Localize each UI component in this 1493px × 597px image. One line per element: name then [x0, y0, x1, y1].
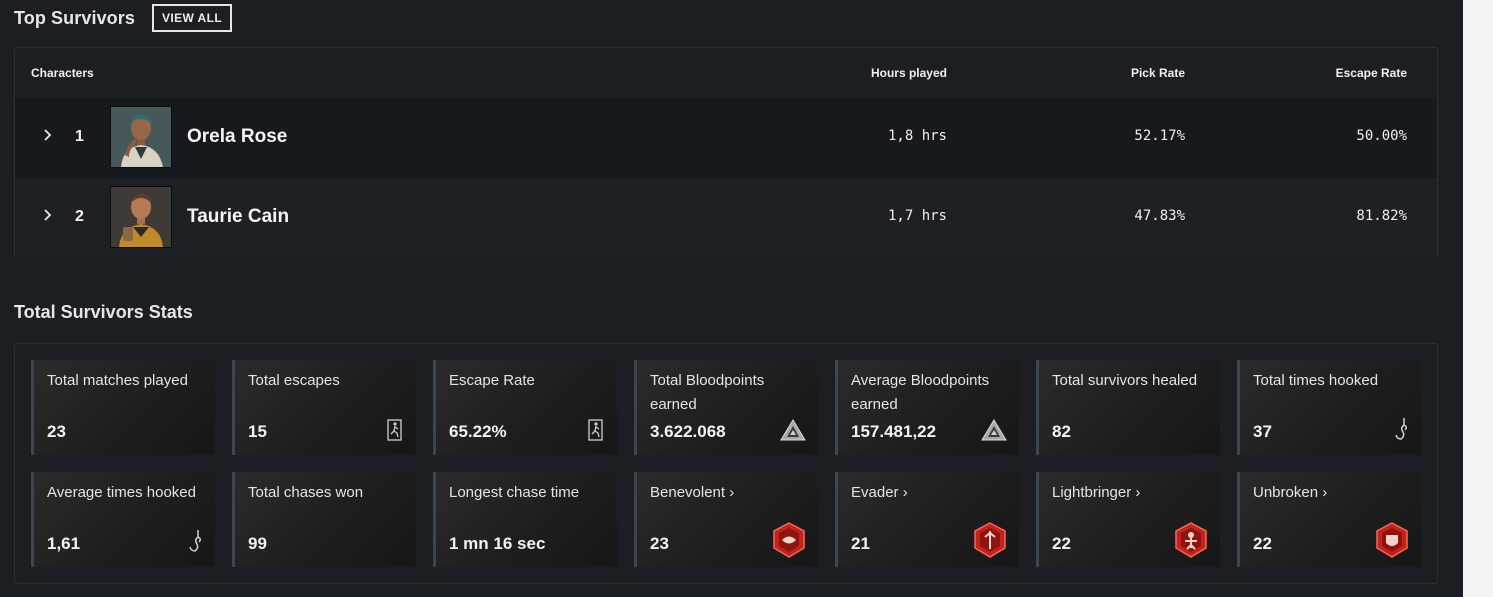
page: Top Survivors VIEW ALL Characters Hours … [14, 4, 1438, 584]
stat-value: 3.622.068 [650, 422, 726, 441]
evader-emblem-icon [974, 522, 1006, 558]
stat-value: 21 [851, 534, 870, 553]
hours-played-value: 1,7 hrs [887, 208, 947, 224]
stat-label: Total times hooked [1253, 372, 1379, 389]
escape-rate-value: 81.82% [1356, 208, 1407, 224]
row-rank: 2 [75, 208, 84, 225]
stat-label: Total escapes [248, 372, 340, 389]
stat-link-label[interactable]: Lightbringer › [1052, 484, 1141, 501]
exit-door-icon [588, 419, 603, 441]
bloodpoints-icon [981, 419, 1007, 441]
stat-link-label[interactable]: Benevolent › [650, 484, 735, 501]
stat-value: 1 mn 16 sec [449, 534, 546, 553]
top-survivors-table: Characters Hours played Pick Rate Escape… [14, 47, 1438, 258]
stats-grid: Total matches played 23 Total escapes 15… [14, 343, 1438, 584]
stat-card-benevolent[interactable]: Benevolent › 23 [634, 472, 818, 567]
stat-card-escape-rate: Escape Rate 65.22% [433, 360, 617, 455]
stat-value: 23 [650, 534, 669, 553]
taurie-cain-portrait [110, 186, 172, 248]
stat-card-total-bloodpoints: Total Bloodpoints earned 3.622.068 [634, 360, 818, 455]
lightbringer-emblem-icon [1175, 522, 1207, 558]
stat-card-average-bloodpoints: Average Bloodpoints earned 157.481,22 [835, 360, 1019, 455]
stat-label: Average Bloodpoints earned [851, 372, 990, 413]
stat-value: 1,61 [47, 534, 81, 553]
stat-label: Total chases won [248, 484, 364, 501]
total-survivors-stats-title: Total Survivors Stats [14, 302, 193, 322]
stat-value: 82 [1052, 422, 1071, 441]
stat-label: Total matches played [47, 372, 188, 389]
orela-rose-portrait [110, 106, 172, 168]
hook-icon [1395, 418, 1408, 440]
column-header-hours-played[interactable]: Hours played [870, 66, 947, 80]
table-header: Characters Hours played Pick Rate Escape… [15, 48, 1437, 98]
table-row[interactable]: 1 Orela Rose 1,8 hrs 52.17% 50.00% [15, 98, 1437, 178]
pick-rate-value: 47.83% [1134, 208, 1185, 224]
top-survivors-header: Top Survivors VIEW ALL [14, 4, 233, 32]
stat-value: 15 [248, 422, 267, 441]
stat-label: Escape Rate [449, 372, 535, 389]
benevolent-emblem-icon [773, 522, 805, 558]
stat-card-survivors-healed: Total survivors healed 82 [1036, 360, 1220, 455]
escape-rate-value: 50.00% [1356, 128, 1407, 144]
stat-value: 65.22% [449, 422, 507, 441]
exit-door-icon [387, 419, 402, 441]
pick-rate-value: 52.17% [1134, 128, 1185, 144]
stat-card-evader[interactable]: Evader › 21 [835, 472, 1019, 567]
stat-value: 22 [1052, 534, 1071, 553]
unbroken-emblem-icon [1376, 522, 1408, 558]
top-survivors-title: Top Survivors [14, 7, 135, 28]
stat-card-lightbringer[interactable]: Lightbringer › 22 [1036, 472, 1220, 567]
hook-icon [189, 530, 202, 552]
stat-label: Average times hooked [47, 484, 196, 501]
stat-card-chases-won: Total chases won 99 [232, 472, 416, 567]
stat-card-total-escapes: Total escapes 15 [232, 360, 416, 455]
column-header-pick-rate[interactable]: Pick Rate [1130, 66, 1185, 80]
row-rank: 1 [75, 128, 84, 145]
stat-card-longest-chase: Longest chase time 1 mn 16 sec [433, 472, 617, 567]
column-header-escape-rate[interactable]: Escape Rate [1335, 66, 1407, 80]
stat-value: 157.481,22 [851, 422, 937, 441]
stat-label: Total survivors healed [1052, 372, 1198, 389]
stat-value: 22 [1253, 534, 1272, 553]
stat-card-average-times-hooked: Average times hooked 1,61 [31, 472, 215, 567]
stat-value: 37 [1253, 422, 1272, 441]
stat-label: Longest chase time [449, 484, 580, 501]
stat-label: Total Bloodpoints earned [650, 372, 765, 413]
view-all-button[interactable]: VIEW ALL [152, 4, 233, 32]
survivor-name[interactable]: Taurie Cain [187, 206, 290, 227]
stat-card-times-hooked: Total times hooked 37 [1237, 360, 1421, 455]
chevron-right-icon[interactable] [39, 127, 55, 143]
stat-value: 99 [248, 534, 267, 553]
survivor-name[interactable]: Orela Rose [187, 126, 288, 147]
stat-link-label[interactable]: Evader › [851, 484, 908, 501]
bloodpoints-icon [780, 419, 806, 441]
stat-link-label[interactable]: Unbroken › [1253, 484, 1328, 501]
scrollbar-track[interactable] [1463, 0, 1493, 597]
stat-card-unbroken[interactable]: Unbroken › 22 [1237, 472, 1421, 567]
table-row[interactable]: 2 Taurie Cain 1,7 hrs 47.83% 81.82% [15, 178, 1437, 258]
stat-card-total-matches: Total matches played 23 [31, 360, 215, 455]
stat-value: 23 [47, 422, 66, 441]
column-header-characters[interactable]: Characters [31, 66, 94, 80]
hours-played-value: 1,8 hrs [887, 128, 947, 144]
chevron-right-icon[interactable] [39, 207, 55, 223]
